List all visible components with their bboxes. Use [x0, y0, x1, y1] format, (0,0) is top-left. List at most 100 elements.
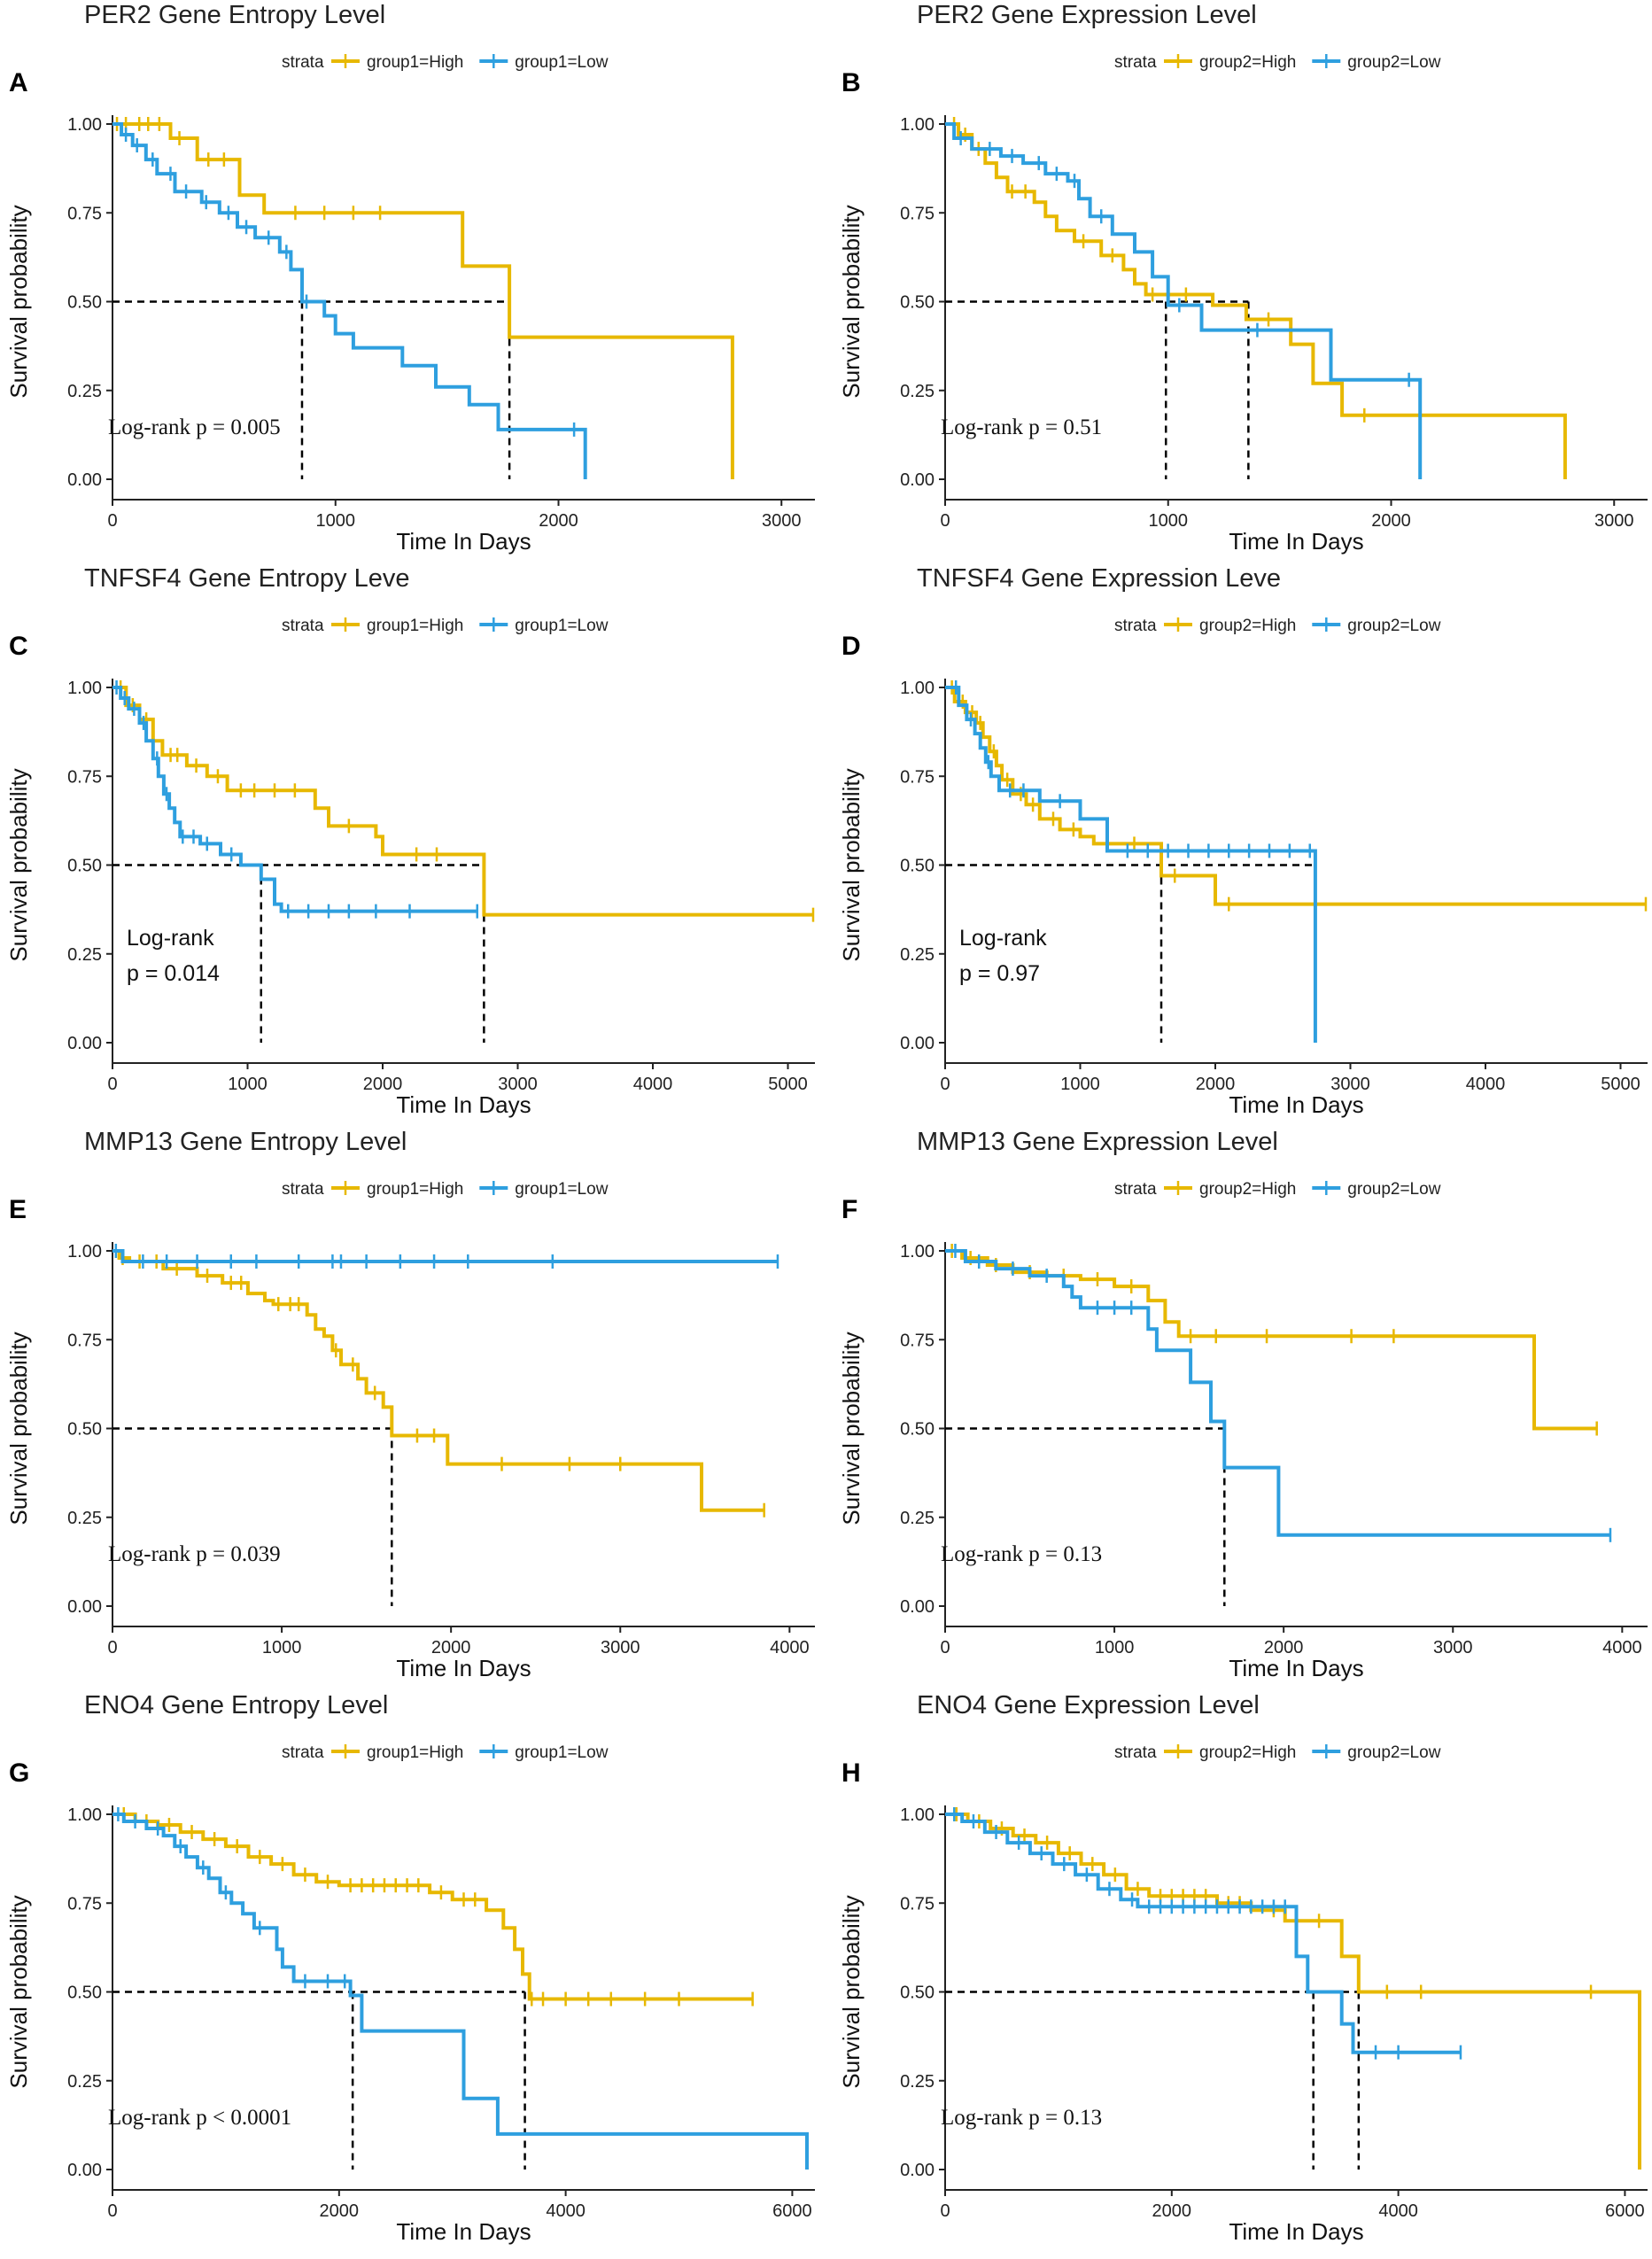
censor-marks-high — [952, 117, 1366, 423]
panel-title: MMP13 Gene Expression Level — [917, 1128, 1278, 1156]
legend-title: strata — [1114, 1180, 1157, 1199]
y-tick-label: 0.50 — [900, 293, 935, 313]
legend: strata group1=High group1=Low — [282, 617, 609, 635]
legend: strata group1=High group1=Low — [282, 1743, 609, 1762]
km-curve-high — [945, 686, 1646, 906]
km-curve-low — [112, 1249, 778, 1263]
km-curve-low — [945, 686, 1317, 1043]
logrank-annotation: Log-rank p = 0.039 — [108, 1542, 281, 1566]
legend-label: group1=High — [367, 1180, 463, 1199]
km-panel-e: E MMP13 Gene Entropy Level strata group1=Hi… — [5, 1128, 815, 1681]
x-tick-label: 1000 — [1095, 1638, 1135, 1657]
x-tick-label: 0 — [940, 1075, 950, 1094]
legend: strata group2=High group2=Low — [1114, 53, 1441, 72]
x-axis-label: Time In Days — [396, 1655, 531, 1681]
legend: strata group1=High group1=Low — [282, 53, 609, 72]
y-tick-label: 0.50 — [900, 857, 935, 876]
y-tick-label: 0.00 — [900, 2161, 935, 2180]
legend-label: group2=Low — [1347, 1743, 1440, 1762]
km-curve-high — [112, 686, 813, 917]
y-tick-label: 0.25 — [67, 1509, 102, 1528]
km-curve-low — [945, 1813, 1461, 2054]
logrank-pvalue: p = 0.97 — [959, 961, 1040, 986]
legend-label: group2=High — [1199, 1180, 1296, 1199]
legend-label: group2=High — [1199, 53, 1296, 72]
km-panel-f: F MMP13 Gene Expression Level strata group2… — [838, 1128, 1648, 1681]
x-tick-label: 0 — [107, 511, 117, 531]
km-panel-c: C TNFSF4 Gene Entropy Leve strata group1=Hi… — [5, 564, 815, 1118]
y-tick-label: 1.00 — [900, 1805, 935, 1825]
logrank-annotation: Log-rank — [127, 926, 214, 951]
y-tick-label: 0.75 — [900, 204, 935, 223]
km-curve-high — [112, 1813, 753, 2001]
y-tick-label: 1.00 — [900, 679, 935, 698]
x-tick-label: 2000 — [1152, 2201, 1192, 2221]
y-tick-label: 0.25 — [67, 382, 102, 401]
x-tick-label: 0 — [940, 511, 950, 531]
x-tick-label: 2000 — [539, 511, 578, 531]
km-curve-low — [945, 1249, 1610, 1537]
x-tick-label: 1000 — [1148, 511, 1188, 531]
panel-letter: F — [842, 1195, 857, 1224]
y-tick-label: 0.75 — [900, 1331, 935, 1350]
x-tick-label: 4000 — [633, 1075, 673, 1094]
legend-title: strata — [1114, 53, 1157, 72]
y-tick-label: 0.50 — [67, 293, 102, 313]
legend-title: strata — [1114, 617, 1157, 635]
logrank-annotation: Log-rank p = 0.13 — [941, 2106, 1102, 2130]
x-tick-label: 1000 — [228, 1075, 268, 1094]
x-axis-label: Time In Days — [396, 2218, 531, 2245]
y-axis-label: Survival probability — [5, 205, 32, 398]
x-axis-label: Time In Days — [396, 1091, 531, 1118]
y-tick-label: 0.25 — [900, 2072, 935, 2092]
censor-marks-high — [122, 1807, 754, 2007]
x-tick-label: 0 — [940, 1638, 950, 1657]
x-tick-label: 4000 — [1602, 1638, 1642, 1657]
censor-marks-high — [950, 1244, 1598, 1436]
logrank-annotation: Log-rank p = 0.51 — [941, 415, 1102, 439]
y-tick-label: 0.50 — [67, 1983, 102, 2003]
panel-title: MMP13 Gene Entropy Level — [84, 1128, 407, 1156]
x-tick-label: 5000 — [768, 1075, 808, 1094]
km-panel-a: A PER2 Gene Entropy Level strata group1=Hig… — [5, 1, 815, 555]
y-tick-label: 0.75 — [900, 767, 935, 787]
km-curve-low — [112, 1813, 809, 2170]
y-axis-label: Survival probability — [5, 1895, 32, 2088]
x-tick-label: 0 — [940, 2201, 950, 2221]
km-curve-high — [945, 122, 1567, 479]
km-curve-high — [945, 1813, 1641, 2170]
x-tick-label: 6000 — [1605, 2201, 1645, 2221]
km-curve-low — [112, 686, 477, 913]
logrank-pvalue: p = 0.014 — [127, 961, 220, 986]
legend-title: strata — [1114, 1743, 1157, 1762]
censor-marks-low — [954, 1244, 1612, 1542]
legend-title: strata — [282, 617, 324, 635]
y-tick-label: 1.00 — [67, 115, 102, 135]
y-tick-label: 0.50 — [900, 1983, 935, 2003]
legend-label: group1=Low — [515, 1180, 608, 1199]
y-axis-label: Survival probability — [838, 205, 865, 398]
km-curve-low — [945, 122, 1423, 479]
legend-label: group1=High — [367, 53, 463, 72]
censor-marks-low — [115, 680, 478, 919]
y-tick-label: 0.50 — [67, 1420, 102, 1440]
x-tick-label: 1000 — [1060, 1075, 1100, 1094]
panel-letter: D — [842, 632, 861, 661]
y-tick-label: 0.25 — [900, 1509, 935, 1528]
logrank-annotation: Log-rank p < 0.0001 — [108, 2106, 291, 2130]
y-tick-label: 0.00 — [67, 1597, 102, 1617]
logrank-annotation: Log-rank p = 0.13 — [941, 1542, 1102, 1566]
x-tick-label: 0 — [107, 2201, 117, 2221]
logrank-annotation: Log-rank p = 0.005 — [108, 415, 281, 439]
legend-title: strata — [282, 53, 324, 72]
legend-label: group1=Low — [515, 1743, 608, 1762]
censor-marks-high — [119, 680, 815, 922]
legend-title: strata — [282, 1743, 324, 1762]
x-tick-label: 1000 — [262, 1638, 302, 1657]
x-tick-label: 3000 — [1594, 511, 1634, 531]
y-tick-label: 0.00 — [900, 1034, 935, 1053]
x-axis-label: Time In Days — [1229, 1655, 1363, 1681]
y-tick-label: 0.25 — [900, 945, 935, 965]
x-tick-label: 3000 — [498, 1075, 538, 1094]
x-tick-label: 1000 — [315, 511, 355, 531]
